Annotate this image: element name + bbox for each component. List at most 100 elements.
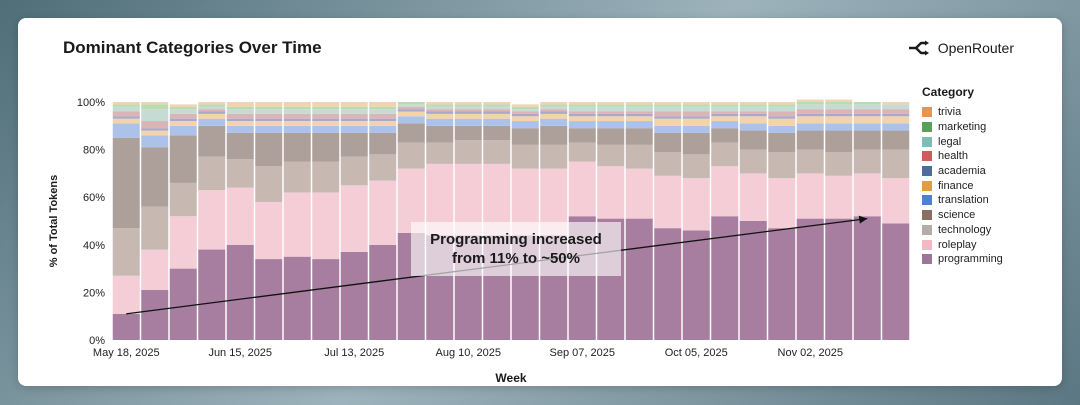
bar-marketing-7 — [312, 106, 340, 110]
bar-technology-15 — [540, 144, 568, 169]
bar-science-14 — [511, 128, 539, 145]
legend-swatch-health — [922, 151, 932, 162]
bar-academia-4 — [226, 118, 254, 122]
bar-roleplay-21 — [711, 166, 739, 217]
legend-item-health: health — [922, 149, 1003, 164]
y-tick-label: 100% — [77, 97, 105, 109]
legend-swatch-trivia — [922, 107, 932, 118]
bar-health-2 — [169, 113, 197, 119]
bar-science-1 — [141, 147, 169, 207]
bar-trivia-16 — [568, 102, 596, 105]
bar-science-8 — [340, 132, 368, 157]
bar-finance-16 — [568, 116, 596, 122]
bar-technology-3 — [198, 156, 226, 191]
bar-marketing-2 — [169, 106, 197, 110]
bar-technology-25 — [825, 151, 853, 176]
x-tick-label: May 18, 2025 — [93, 347, 160, 359]
bar-finance-26 — [853, 116, 881, 124]
bar-technology-10 — [397, 142, 425, 169]
bar-programming-2 — [169, 268, 197, 340]
bar-health-15 — [540, 109, 568, 112]
bar-roleplay-27 — [882, 178, 910, 224]
bar-finance-20 — [682, 118, 710, 126]
bar-trivia-8 — [340, 102, 368, 107]
legend-label: finance — [938, 179, 974, 192]
bar-technology-17 — [597, 144, 625, 167]
bar-trivia-22 — [739, 102, 767, 105]
bar-translation-13 — [483, 118, 511, 126]
legend-item-marketing: marketing — [922, 120, 1003, 135]
bar-programming-25 — [825, 218, 853, 340]
bar-health-6 — [283, 113, 311, 119]
bar-finance-22 — [739, 116, 767, 124]
legend-swatch-technology — [922, 224, 932, 235]
bar-academia-16 — [568, 113, 596, 117]
bar-marketing-1 — [141, 104, 169, 110]
bar-academia-17 — [597, 113, 625, 117]
bar-health-24 — [796, 109, 824, 114]
bar-health-20 — [682, 111, 710, 117]
bar-trivia-15 — [540, 102, 568, 105]
bar-translation-9 — [369, 125, 397, 133]
bar-academia-2 — [169, 118, 197, 122]
legend-label: programming — [938, 253, 1003, 266]
bar-health-18 — [625, 111, 653, 114]
legend-swatch-science — [922, 210, 932, 221]
bar-science-23 — [768, 132, 796, 152]
bar-programming-26 — [853, 216, 881, 340]
bar-trivia-14 — [511, 104, 539, 107]
bar-science-3 — [198, 125, 226, 157]
legend-swatch-finance — [922, 180, 932, 191]
bar-health-17 — [597, 111, 625, 114]
bar-programming-18 — [625, 218, 653, 340]
bar-translation-23 — [768, 125, 796, 133]
bar-trivia-4 — [226, 102, 254, 107]
bar-academia-13 — [483, 111, 511, 114]
bar-science-24 — [796, 130, 824, 150]
bar-legal-13 — [483, 106, 511, 110]
legend-item-science: science — [922, 208, 1003, 223]
bar-programming-24 — [796, 218, 824, 340]
x-tick-label: Jun 15, 2025 — [208, 347, 272, 359]
bar-legal-25 — [825, 104, 853, 110]
bar-health-21 — [711, 111, 739, 114]
bar-legal-10 — [397, 104, 425, 107]
bar-trivia-5 — [255, 102, 283, 107]
legend-swatch-legal — [922, 136, 932, 147]
bar-translation-7 — [312, 125, 340, 133]
bar-marketing-13 — [483, 104, 511, 107]
bar-translation-19 — [654, 125, 682, 133]
x-tick-label: Jul 13, 2025 — [324, 347, 384, 359]
bar-academia-7 — [312, 118, 340, 122]
legend-label: health — [938, 150, 968, 163]
x-axis-title: Week — [495, 371, 526, 385]
bar-technology-23 — [768, 151, 796, 179]
chart-title: Dominant Categories Over Time — [63, 38, 322, 57]
bar-technology-6 — [283, 161, 311, 193]
y-tick-label: 20% — [83, 287, 105, 299]
bar-legal-23 — [768, 106, 796, 112]
bar-science-5 — [255, 132, 283, 167]
bar-legal-11 — [426, 106, 454, 110]
trend-arrow-head — [858, 215, 868, 224]
bar-science-19 — [654, 132, 682, 152]
bar-programming-20 — [682, 230, 710, 340]
bar-programming-21 — [711, 216, 739, 340]
bar-translation-18 — [625, 121, 653, 129]
bar-marketing-25 — [825, 102, 853, 105]
bar-technology-9 — [369, 154, 397, 181]
bar-academia-8 — [340, 118, 368, 122]
legend-label: translation — [938, 194, 989, 207]
bar-marketing-19 — [654, 104, 682, 107]
legend-item-technology: technology — [922, 223, 1003, 238]
bar-legal-24 — [796, 104, 824, 110]
bar-translation-21 — [711, 121, 739, 129]
bar-translation-6 — [283, 125, 311, 133]
bar-academia-26 — [853, 113, 881, 117]
bar-academia-3 — [198, 111, 226, 114]
bar-translation-3 — [198, 118, 226, 126]
bar-science-4 — [226, 132, 254, 160]
bar-marketing-5 — [255, 106, 283, 110]
bar-technology-1 — [141, 206, 169, 250]
bar-technology-14 — [511, 144, 539, 169]
